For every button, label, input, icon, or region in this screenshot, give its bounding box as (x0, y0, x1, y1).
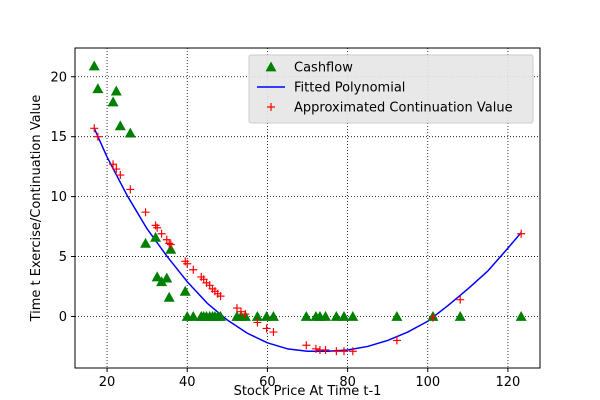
y-tick-label: 15 (50, 130, 67, 145)
continuation-value-point (321, 346, 330, 355)
continuation-value-point (428, 313, 437, 322)
cashflow-point (347, 310, 359, 321)
continuation-value-point (262, 324, 271, 333)
x-tick-label: 80 (339, 375, 356, 390)
continuation-value-point (109, 160, 118, 169)
legend-item: Approximated Continuation Value (267, 101, 513, 116)
cashflow-point (161, 272, 173, 283)
continuation-value-point (116, 171, 125, 180)
continuation-value-point (517, 229, 526, 238)
y-axis-label: Time t Exercise/Continuation Value (29, 95, 44, 323)
legend-plus-swatch (267, 103, 275, 111)
cashflow-point (114, 120, 126, 131)
cashflow-point (251, 310, 263, 321)
cashflow-point (215, 310, 227, 321)
continuation-value-point (232, 304, 241, 313)
continuation-value-point (141, 208, 150, 217)
continuation-value-point (302, 341, 311, 350)
axis-ticks: 20 40 60 80 100 120 0 5 10 15 20 (50, 70, 520, 390)
continuation-value-point (339, 347, 348, 356)
cashflow-point (187, 310, 199, 321)
cashflow-point (330, 310, 342, 321)
plot-series (88, 60, 527, 356)
continuation-value-point (166, 240, 175, 249)
x-tick-label: 60 (259, 375, 276, 390)
legend-box (248, 54, 534, 124)
cashflow-point (179, 285, 191, 296)
legend-label: Fitted Polynomial (294, 81, 405, 96)
continuation-value-point (456, 295, 465, 304)
cashflow-point (300, 310, 312, 321)
fitted-polynomial-line (93, 127, 522, 352)
x-tick-label: 100 (415, 375, 440, 390)
y-tick-label: 10 (50, 190, 67, 205)
continuation-value-point (157, 229, 166, 238)
continuation-value-point (392, 336, 401, 345)
continuation-value-point (165, 239, 174, 248)
continuation-value-point (153, 223, 162, 232)
continuation-value-point (311, 344, 320, 353)
cashflow-point (124, 127, 136, 138)
cashflow-point (92, 83, 104, 94)
cashflow-point (338, 310, 350, 321)
legend-label: Cashflow (294, 61, 353, 76)
legend-item: Cashflow (265, 61, 353, 76)
cashflow-point (88, 60, 100, 71)
cashflow-point (151, 271, 163, 282)
cashflow-point (454, 310, 466, 321)
continuation-value-point (126, 185, 135, 194)
cashflow-point (267, 310, 279, 321)
x-tick-label: 40 (179, 375, 196, 390)
cashflow-point (165, 243, 177, 254)
legend-item: Fitted Polynomial (257, 81, 405, 96)
legend-triangle-swatch (265, 61, 277, 72)
continuation-value-point (241, 310, 250, 319)
continuation-value-point (253, 318, 262, 327)
continuation-value-point (269, 328, 278, 337)
continuation-value-point (189, 265, 198, 274)
x-axis-label: Stock Price At Time t-1 (234, 384, 382, 399)
y-tick-label: 0 (59, 310, 67, 325)
x-tick-label: 120 (496, 375, 521, 390)
continuation-value-point (236, 307, 245, 316)
continuation-value-point (183, 259, 192, 268)
cashflow-point (110, 85, 122, 96)
cashflow-point (391, 310, 403, 321)
continuation-value-point (332, 347, 341, 356)
cashflow-point (163, 291, 175, 302)
y-tick-label: 5 (59, 250, 67, 265)
cashflow-point (156, 276, 168, 287)
continuation-value-point (112, 165, 121, 174)
cashflow-point (140, 237, 152, 248)
cashflow-point (107, 96, 119, 107)
cashflow-point (150, 231, 162, 242)
continuation-value-point (348, 347, 357, 356)
y-tick-label: 20 (50, 70, 67, 85)
legend: Cashflow Fitted Polynomial Approximated Co… (248, 54, 534, 124)
plot-frame (74, 47, 541, 369)
cashflow-point (320, 310, 332, 321)
cashflow-point (515, 310, 527, 321)
legend-label: Approximated Continuation Value (294, 101, 513, 116)
continuation-value-point (93, 132, 102, 141)
x-tick-label: 20 (99, 375, 116, 390)
continuation-value-point (90, 124, 99, 133)
continuation-value-point (216, 292, 225, 301)
